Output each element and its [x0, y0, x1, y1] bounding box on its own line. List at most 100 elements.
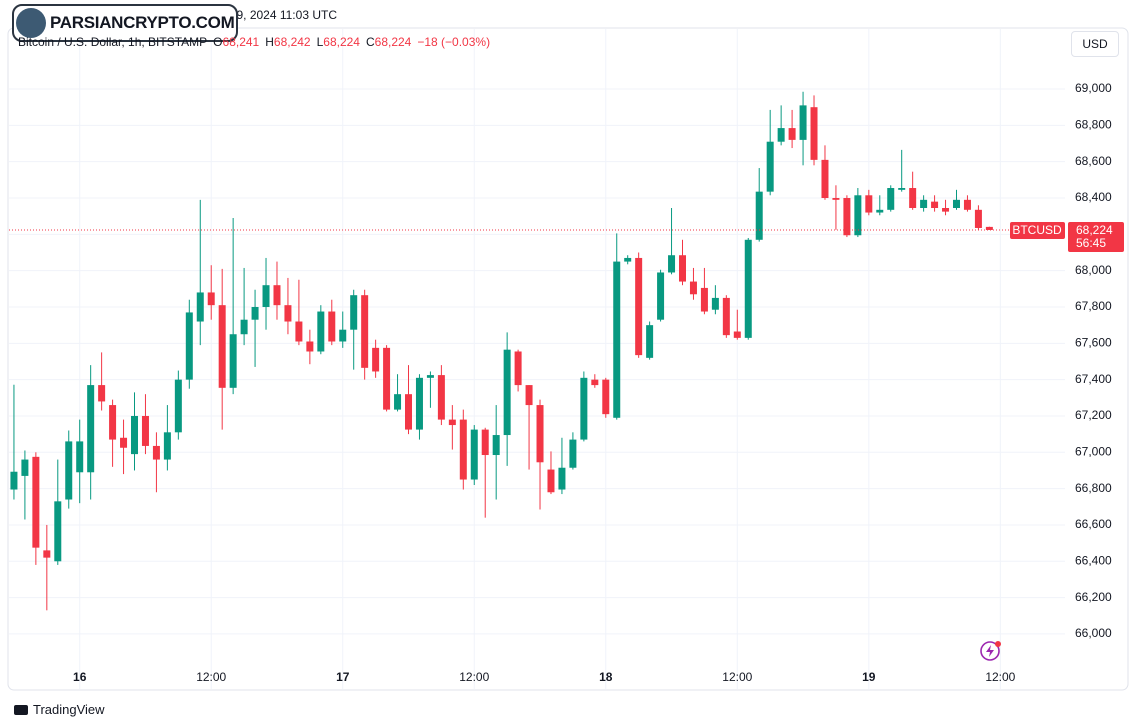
candle-body	[591, 379, 599, 386]
candle-body	[689, 281, 697, 295]
candle-body	[700, 287, 708, 312]
candle-body	[722, 297, 730, 336]
candle-body	[426, 375, 434, 378]
candle-body	[273, 285, 281, 306]
candle-body	[350, 295, 358, 330]
candle-body	[361, 295, 369, 368]
x-tick-label: 19	[862, 670, 876, 684]
candle-body	[646, 325, 654, 358]
x-tick-label: 12:00	[985, 670, 1015, 684]
currency-button[interactable]: USD	[1071, 31, 1119, 57]
candle-body	[448, 419, 456, 426]
y-tick-label: 66,600	[1075, 517, 1112, 531]
ohlc-value: 68,224	[374, 35, 412, 49]
y-tick-label: 67,400	[1075, 372, 1112, 386]
candle-body	[536, 405, 544, 463]
ohlc-key: H	[265, 35, 274, 49]
candle-body	[668, 255, 676, 273]
ohlc-key: C	[365, 35, 375, 49]
candle-body	[437, 375, 445, 420]
candle-body	[569, 439, 577, 468]
chart-frame	[7, 27, 1129, 691]
ohlc-change: −18 (−0.03%)	[417, 35, 491, 49]
candle-body	[21, 459, 29, 476]
watermark-logo	[16, 8, 46, 38]
candle-body	[10, 471, 18, 490]
candle-body	[415, 377, 423, 430]
candle-body	[635, 257, 643, 356]
candle-body	[876, 209, 884, 213]
y-tick-label: 67,600	[1075, 335, 1112, 349]
candle-body	[174, 379, 182, 433]
candle-body	[141, 415, 149, 446]
x-tick-label: 12:00	[459, 670, 489, 684]
brand: TradingView	[14, 702, 105, 717]
candle-body	[251, 306, 259, 320]
candle-body	[131, 415, 139, 455]
alert-icon[interactable]	[980, 641, 1001, 661]
candle-body	[931, 201, 939, 208]
countdown-text: 56:45	[1076, 236, 1106, 250]
candle-body	[974, 209, 982, 228]
candle-body	[481, 429, 489, 456]
candle-body	[503, 349, 511, 436]
candle-body	[207, 292, 215, 306]
y-tick-label: 68,400	[1075, 190, 1112, 204]
candle-body	[229, 334, 237, 388]
symbol-tag	[1010, 221, 1065, 239]
candle-body	[405, 394, 413, 430]
y-tick-label: 67,800	[1075, 299, 1112, 313]
y-tick-label: 68,000	[1075, 263, 1112, 277]
candle-body	[766, 141, 774, 192]
x-tick-label: 18	[599, 670, 613, 684]
candle-body	[295, 321, 303, 342]
candle-body	[755, 191, 763, 240]
candle-body	[733, 331, 741, 338]
candle-body	[810, 107, 818, 160]
candle-body	[788, 128, 796, 140]
candle-body	[821, 159, 829, 199]
price-tag-text: 68,224	[1076, 223, 1113, 237]
candle-body	[470, 429, 478, 480]
candle-body	[328, 311, 336, 342]
candle-body	[657, 272, 665, 320]
y-tick-label: 69,000	[1075, 81, 1112, 95]
candle-body	[514, 351, 522, 386]
candle-body	[317, 311, 325, 352]
y-tick-label: 67,000	[1075, 444, 1112, 458]
candle-body	[87, 385, 95, 473]
candle-body	[525, 385, 533, 406]
candle-body	[832, 198, 840, 200]
candle-body	[909, 188, 917, 208]
y-tick-label: 68,600	[1075, 154, 1112, 168]
candle-body	[163, 432, 171, 460]
candle-body	[678, 255, 686, 282]
candle-body	[109, 405, 117, 440]
candle-body	[284, 305, 292, 322]
symbol-title: Bitcoin / U.S. Dollar, 1h, BITSTAMP	[18, 35, 208, 49]
candle-body	[843, 198, 851, 236]
y-tick-label: 66,800	[1075, 481, 1112, 495]
candle-body	[98, 385, 106, 402]
candle-body	[185, 312, 193, 380]
y-tick-label: 66,400	[1075, 553, 1112, 567]
candle-body	[218, 305, 226, 388]
candle-body	[240, 319, 248, 335]
candle-body	[383, 347, 391, 410]
candle-body	[985, 226, 993, 230]
candle-body	[854, 195, 862, 236]
candle-body	[952, 199, 960, 208]
candle-body	[898, 188, 906, 190]
candle-body	[492, 435, 500, 456]
y-tick-label: 67,200	[1075, 408, 1112, 422]
candle-body	[613, 261, 621, 418]
ohlc-key: L	[316, 35, 324, 49]
candle-body	[43, 550, 51, 558]
candle-body	[152, 445, 160, 460]
y-tick-label: 66,000	[1075, 626, 1112, 640]
ohlc-header: Bitcoin / U.S. Dollar, 1h, BITSTAMP O 68…	[18, 35, 490, 49]
candle-body	[394, 394, 402, 410]
candle-body	[777, 128, 785, 142]
candle-body	[887, 188, 895, 210]
